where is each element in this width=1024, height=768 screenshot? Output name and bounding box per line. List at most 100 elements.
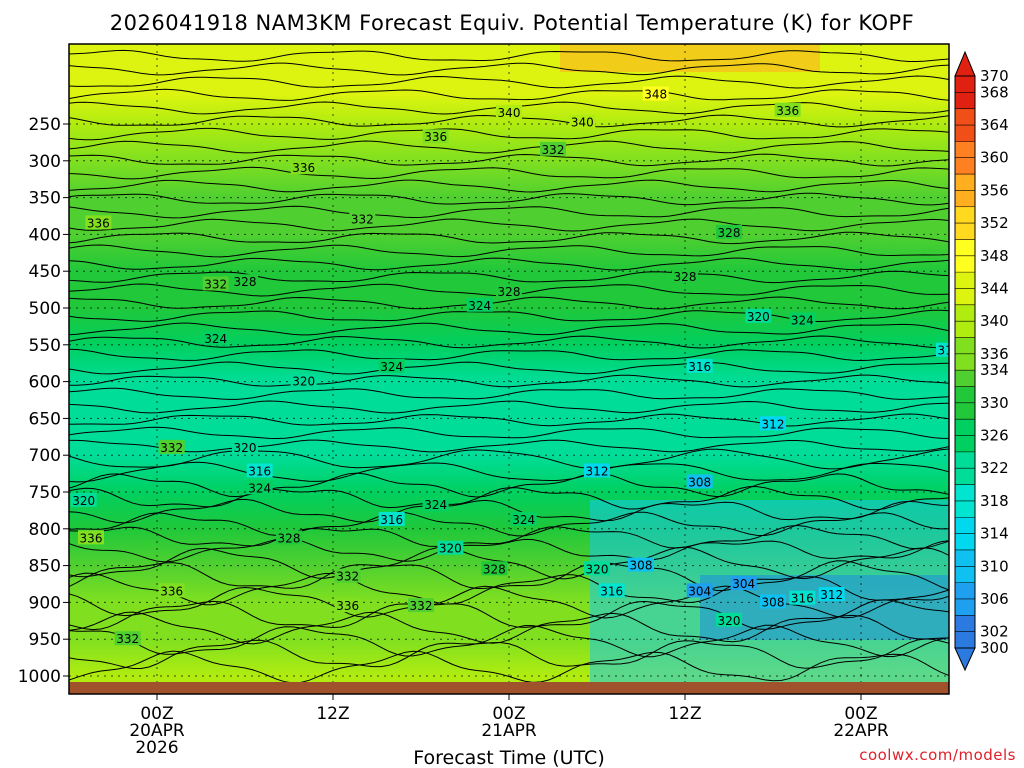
contour-label: 316 bbox=[600, 584, 623, 598]
colorbar-swatch bbox=[955, 451, 975, 469]
y-tick-label: 350 bbox=[29, 189, 61, 209]
contour-label-bg bbox=[745, 308, 772, 323]
colorbar-label: 306 bbox=[980, 590, 1009, 608]
contour-label-bg bbox=[466, 297, 493, 312]
contour-label-bg bbox=[760, 594, 786, 609]
colorbar-swatch bbox=[955, 566, 975, 584]
y-tick-label: 900 bbox=[29, 593, 61, 613]
contour-line bbox=[69, 413, 949, 427]
ground-surface bbox=[69, 682, 949, 694]
contour-label: 332 bbox=[542, 143, 565, 157]
contour-line bbox=[69, 560, 949, 592]
contour-line bbox=[69, 624, 949, 658]
colorbar-label: 314 bbox=[980, 525, 1009, 543]
contour-label: 308 bbox=[630, 559, 653, 573]
y-tick-label: 550 bbox=[29, 336, 61, 356]
y-axis: 250 300 350 400 450 500 550 600 650 700 750 800 850 9… bbox=[18, 115, 69, 687]
contour-line bbox=[69, 638, 949, 669]
colorbar-swatch bbox=[955, 174, 975, 191]
contour-label-bg bbox=[496, 283, 522, 298]
contour-label: 336 bbox=[336, 599, 359, 613]
contour-label: 328 bbox=[674, 270, 697, 284]
colorbar-swatch bbox=[955, 125, 975, 142]
contour-label: 304 bbox=[688, 584, 711, 598]
colorbar-label: 336 bbox=[980, 345, 1009, 363]
x-tick-label: 00Z bbox=[492, 704, 525, 724]
contour-label: 308 bbox=[688, 475, 711, 489]
contour-label: 336 bbox=[80, 531, 103, 545]
contour-label-bg bbox=[85, 215, 112, 230]
contour-line bbox=[69, 348, 949, 362]
colorbar-label: 334 bbox=[980, 361, 1009, 379]
contour-label-bg bbox=[422, 129, 449, 144]
contour-label: 332 bbox=[160, 441, 183, 455]
contour-label-bg bbox=[246, 463, 273, 478]
contour-label-bg bbox=[686, 474, 713, 489]
x-axis-title: Forecast Time (UTC) bbox=[413, 747, 604, 768]
colorbar-bottom-arrow bbox=[954, 647, 976, 672]
y-tick-label: 500 bbox=[29, 299, 61, 319]
y-tick-label: 250 bbox=[29, 115, 61, 135]
colorbar-swatch bbox=[955, 272, 975, 289]
contour-label-bg bbox=[730, 576, 757, 590]
colorbar-swatch bbox=[955, 108, 975, 126]
contour-label-bg bbox=[686, 583, 713, 598]
plot-area: 348 340 340 336 336 332 336 336 332 328 332 328 328 3… bbox=[69, 44, 949, 694]
contour-label-bg bbox=[569, 114, 596, 129]
y-tick-label: 950 bbox=[29, 630, 61, 650]
contour-label-bg bbox=[78, 530, 104, 545]
contour-label: 312 bbox=[820, 588, 843, 602]
contour-label-bg bbox=[158, 583, 185, 598]
contour-label-bg bbox=[818, 587, 845, 602]
colorbar-swatch bbox=[955, 223, 975, 240]
x-tick-label: 00Z bbox=[844, 704, 877, 724]
contour-line bbox=[69, 179, 949, 193]
contour-label-bg bbox=[408, 598, 434, 613]
contour-line bbox=[69, 335, 949, 349]
contour-label-bg bbox=[672, 269, 698, 284]
contour-label: 336 bbox=[776, 104, 799, 118]
chart-title: 2026041918 NAM3KM Forecast Equiv. Potent… bbox=[110, 11, 914, 35]
contour-label-bg bbox=[789, 590, 816, 605]
y-tick-label: 750 bbox=[29, 483, 61, 503]
colorbar-swatch bbox=[955, 500, 975, 518]
contour-label: 304 bbox=[732, 577, 755, 591]
contour-label-bg bbox=[232, 274, 258, 289]
contour-label: 328 bbox=[278, 531, 301, 545]
contour-label: 336 bbox=[424, 130, 447, 144]
colorbar-swatch bbox=[955, 402, 975, 420]
contour-label: 308 bbox=[762, 595, 785, 609]
contour-label: 328 bbox=[483, 562, 506, 576]
colorbar-label: 356 bbox=[980, 181, 1009, 199]
contour-label-bg bbox=[510, 511, 537, 526]
colorbar-label: 330 bbox=[980, 394, 1009, 412]
colorbar-swatch bbox=[955, 615, 975, 633]
contour-label-bg bbox=[378, 358, 405, 373]
colorbar-swatch bbox=[955, 517, 975, 535]
contour-label: 316 bbox=[791, 592, 814, 606]
contour-line bbox=[69, 49, 949, 62]
colorbar-label: 352 bbox=[980, 214, 1009, 232]
contour-label: 324 bbox=[468, 299, 491, 313]
contour-label-bg bbox=[936, 342, 949, 357]
colorbar-label: 310 bbox=[980, 557, 1009, 575]
contour-label: 328 bbox=[234, 275, 257, 289]
colorbar-swatch bbox=[955, 141, 975, 159]
contour-label: 324 bbox=[512, 513, 535, 527]
contour-label: 340 bbox=[571, 116, 594, 130]
contour-line bbox=[69, 88, 949, 101]
contour-label-bg bbox=[496, 104, 522, 119]
colorbar-swatch bbox=[955, 92, 975, 110]
contour-label-bg bbox=[540, 141, 566, 156]
contour-label: 316 bbox=[248, 464, 271, 478]
contour-label-bg bbox=[716, 612, 742, 627]
contour-label: 324 bbox=[204, 332, 227, 346]
colorbar-label: 370 bbox=[980, 67, 1009, 85]
y-tick-label: 400 bbox=[29, 225, 61, 245]
contour-label: 312 bbox=[762, 417, 785, 431]
y-tick-label: 600 bbox=[29, 373, 61, 393]
contour-line bbox=[69, 62, 949, 76]
contour-label-bg bbox=[158, 439, 185, 454]
